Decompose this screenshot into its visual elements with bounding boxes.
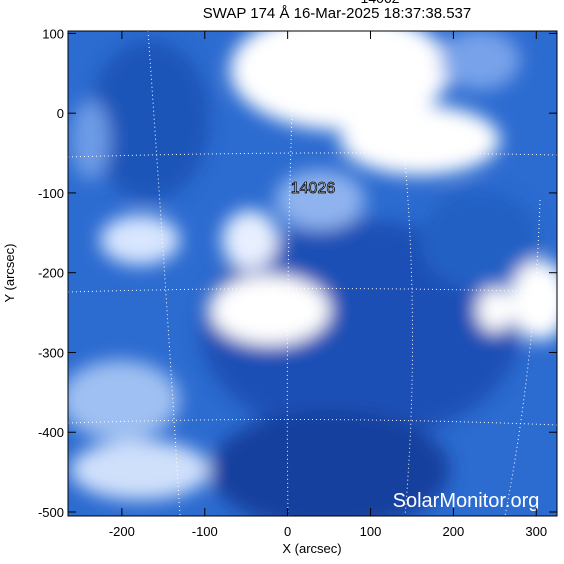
plot-frame	[67, 30, 558, 517]
chart-title: SWAP 174 Å 16-Mar-2025 18:37:38.537	[203, 5, 472, 22]
y-tick-label: -200	[38, 266, 64, 281]
x-tick-label: 300	[525, 524, 547, 539]
y-tick-label: -500	[38, 505, 64, 520]
x-tick-label: 100	[360, 524, 382, 539]
y-tick-label: 0	[57, 106, 64, 121]
heliographic-grid	[68, 31, 557, 516]
x-tick-label: -200	[109, 524, 135, 539]
region-label: 14026	[291, 180, 336, 197]
watermark: SolarMonitor.org	[393, 490, 540, 512]
y-tick-label: 100	[42, 26, 64, 41]
solar-image: 14026 SolarMonitor.org	[68, 31, 557, 516]
y-axis-label: Y (arcsec)	[2, 244, 17, 303]
region-label: 14062	[361, 0, 400, 6]
x-tick-label: 0	[284, 524, 291, 539]
x-tick-label: 200	[443, 524, 465, 539]
y-tick-label: -300	[38, 345, 64, 360]
x-axis-label: X (arcsec)	[282, 541, 341, 556]
x-tick-label: -100	[192, 524, 218, 539]
y-tick-label: -400	[38, 425, 64, 440]
y-tick-label: -100	[38, 186, 64, 201]
